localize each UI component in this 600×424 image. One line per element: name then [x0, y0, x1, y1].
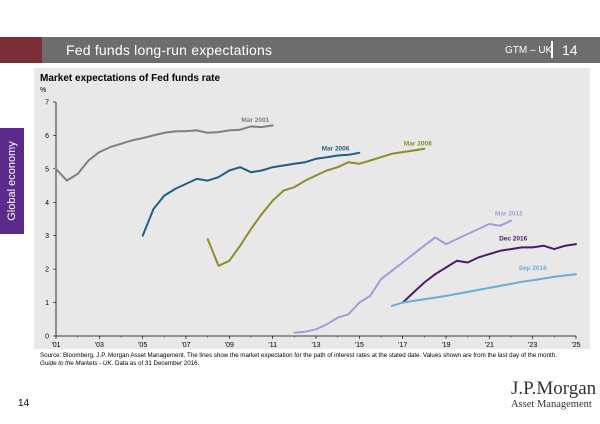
x-tick-label: '23: [528, 342, 537, 349]
x-tick-label: '03: [95, 342, 104, 349]
y-tick-label: 4: [45, 200, 49, 207]
chart-title: Market expectations of Fed funds rate: [40, 73, 221, 84]
series-line-mar-2006: [141, 151, 361, 237]
header-divider: [551, 41, 553, 58]
series-line-mar-2012: [293, 219, 512, 334]
series-line-dec-2016: [401, 243, 577, 304]
header-accent: [0, 37, 42, 63]
series-label-mar-2006: Mar 2006: [322, 145, 350, 152]
x-tick-label: '09: [225, 342, 234, 349]
header-code: GTM – UK: [505, 45, 553, 56]
header-page-number: 14: [562, 42, 578, 58]
y-tick-label: 1: [45, 300, 49, 307]
source-italic: Guide to the Markets - UK.: [40, 360, 114, 367]
source-date: Data as of 31 December 2016.: [113, 360, 200, 367]
x-tick-label: '11: [268, 342, 277, 349]
header-bar: [0, 37, 600, 63]
source-text: Source: Bloomberg, J.P. Morgan Asset Man…: [40, 352, 557, 359]
y-tick-label: 6: [45, 133, 49, 140]
x-tick-label: '21: [485, 342, 494, 349]
x-tick-label: '17: [398, 342, 407, 349]
x-tick-label: '01: [51, 342, 60, 349]
x-tick-label: '05: [138, 342, 147, 349]
series-line-mar-2001: [55, 124, 274, 182]
series-label-mar-2008: Mar 2008: [404, 140, 432, 147]
chart-unit-label: %: [40, 87, 47, 94]
series-label-mar-2001: Mar 2001: [241, 117, 269, 124]
page-title: Fed funds long-run expectations: [66, 42, 273, 58]
series-label-mar-2012: Mar 2012: [495, 211, 523, 218]
x-tick-label: '19: [441, 342, 450, 349]
y-tick-label: 7: [45, 100, 49, 107]
y-tick-label: 5: [45, 166, 49, 173]
series-label-sep-2016: Sep 2016: [519, 265, 548, 272]
series-line-mar-2008: [206, 147, 426, 267]
x-tick-label: '15: [355, 342, 364, 349]
series-line-sep-2016: [390, 273, 577, 307]
x-tick-label: '13: [311, 342, 320, 349]
chart-axes: 0 1 2 3 4 5 6 7 '01 '03 '05 '07 '09 '11 '13 '15 '17 '19 '2…: [45, 100, 581, 350]
x-tick-label: '25: [571, 342, 580, 349]
x-tick-label: '07: [181, 342, 190, 349]
y-tick-label: 2: [45, 267, 49, 274]
y-tick-label: 0: [45, 334, 49, 341]
series-label-dec-2016: Dec 2016: [499, 236, 528, 243]
chart-series: [55, 124, 577, 334]
y-tick-label: 3: [45, 233, 49, 240]
source-note: Source: Bloomberg, J.P. Morgan Asset Man…: [40, 352, 560, 368]
brand-logo-name: J.P.Morgan: [511, 378, 597, 399]
chart-annotations: Mar 2001 Mar 2006 Mar 2008 Mar 2012 Dec 2016…: [241, 117, 547, 272]
page-number: 14: [18, 398, 30, 409]
brand-logo-subtitle: Asset Management: [511, 399, 592, 410]
side-tab[interactable]: [0, 128, 24, 234]
chart-panel: [34, 68, 590, 349]
